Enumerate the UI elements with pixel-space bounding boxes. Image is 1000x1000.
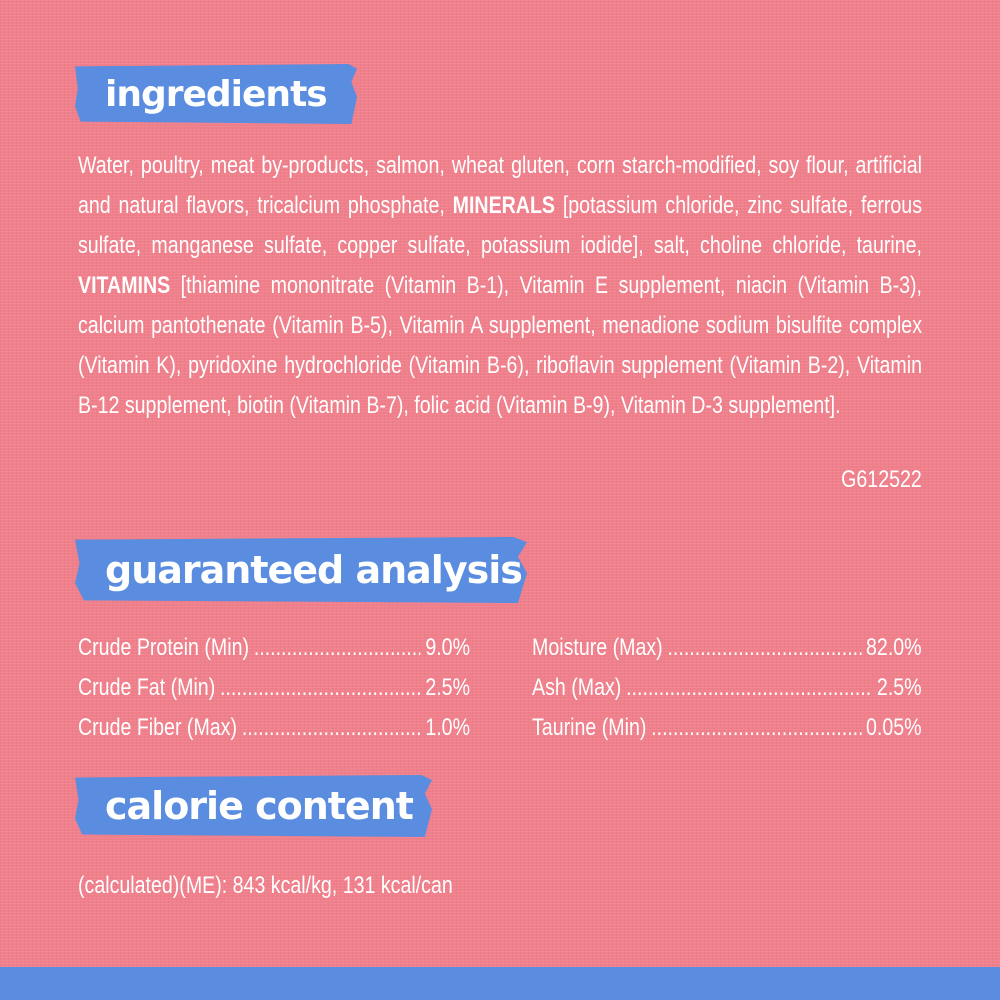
analysis-value: 1.0%	[425, 714, 470, 741]
dot-leader	[254, 628, 421, 668]
dot-leader	[242, 708, 421, 748]
analysis-label: Moisture (Max)	[532, 634, 663, 661]
dot-leader	[626, 668, 872, 708]
analysis-row: Taurine (Min) 0.05%	[532, 708, 922, 748]
product-code: G612522	[841, 466, 922, 493]
calorie-content-heading: calorie content	[75, 775, 432, 837]
analysis-row: Crude Fiber (Max) 1.0%	[78, 708, 470, 748]
analysis-row: Moisture (Max) 82.0%	[532, 628, 922, 668]
ingredients-heading: ingredients	[75, 64, 357, 124]
dot-leader	[220, 668, 420, 708]
analysis-value: 0.05%	[866, 714, 922, 741]
analysis-right-column: Moisture (Max) 82.0% Ash (Max) 2.5% Taurin…	[532, 628, 1000, 748]
ingredients-text: Water, poultry, meat by-products, salmon…	[78, 146, 922, 426]
analysis-value: 2.5%	[425, 674, 470, 701]
dot-leader	[651, 708, 861, 748]
guaranteed-analysis-heading: guaranteed analysis	[75, 537, 527, 603]
analysis-row: Ash (Max) 2.5%	[532, 668, 922, 708]
analysis-label: Crude Fat (Min)	[78, 674, 216, 701]
analysis-left-column: Crude Protein (Min) 9.0% Crude Fat (Min) 2…	[78, 628, 568, 748]
analysis-value: 2.5%	[876, 674, 922, 701]
analysis-value: 82.0%	[866, 634, 922, 661]
calorie-text: (calculated)(ME): 843 kcal/kg, 131 kcal/…	[78, 872, 453, 899]
analysis-label: Crude Fiber (Max)	[78, 714, 238, 741]
analysis-value: 9.0%	[425, 634, 470, 661]
minerals-label: MINERALS	[452, 192, 556, 219]
analysis-label: Ash (Max)	[532, 674, 622, 701]
analysis-label: Taurine (Min)	[532, 714, 647, 741]
analysis-row: Crude Protein (Min) 9.0%	[78, 628, 470, 668]
ingredients-part-2: [potassium chloride, zinc sulfate, ferro…	[78, 192, 922, 259]
ingredients-part-1: Water, poultry, meat by-products, salmon…	[78, 152, 922, 219]
ingredients-part-3: [thiamine mononitrate (Vitamin B-1), Vit…	[78, 272, 922, 419]
vitamins-label: VITAMINS	[78, 272, 171, 299]
analysis-row: Crude Fat (Min) 2.5%	[78, 668, 470, 708]
analysis-label: Crude Protein (Min)	[78, 634, 250, 661]
bottom-bar	[0, 967, 1000, 1000]
dot-leader	[667, 628, 861, 668]
